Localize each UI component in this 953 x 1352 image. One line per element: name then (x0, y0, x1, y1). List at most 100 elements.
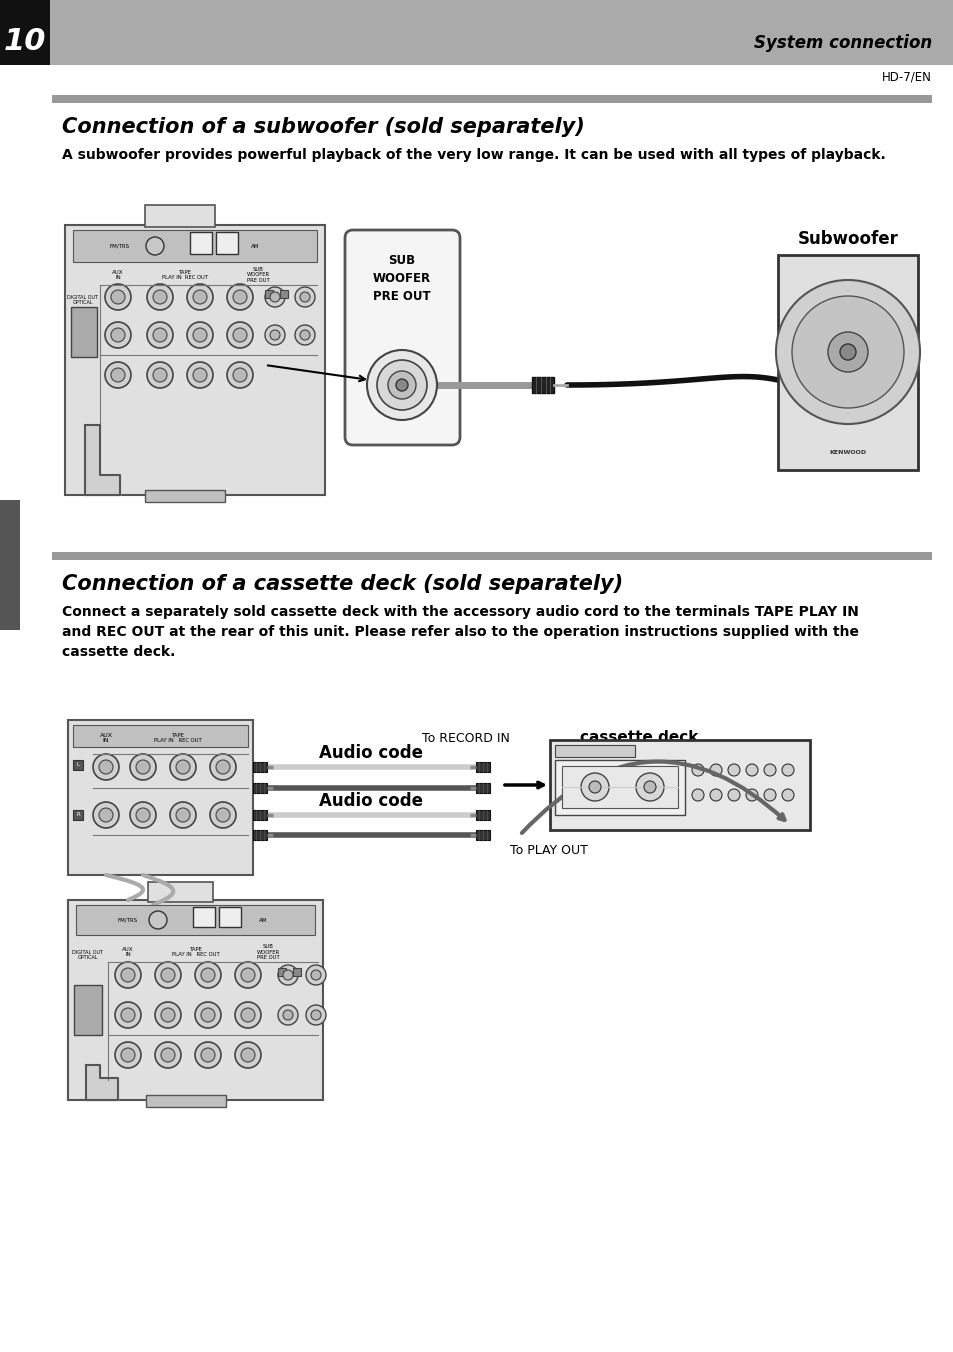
Bar (253, 830, 267, 840)
Bar (190, 233, 212, 254)
Bar (555, 760, 684, 815)
Circle shape (283, 969, 293, 980)
Circle shape (580, 773, 608, 800)
Text: AM: AM (258, 918, 267, 922)
Circle shape (201, 968, 214, 982)
Text: To PLAY OUT: To PLAY OUT (510, 844, 587, 857)
Text: Basic: Basic (4, 546, 16, 584)
Bar (219, 907, 241, 927)
Circle shape (115, 1042, 141, 1068)
Circle shape (241, 1009, 254, 1022)
Bar (74, 986, 102, 1036)
Circle shape (147, 322, 172, 347)
Bar (265, 289, 273, 297)
Circle shape (111, 368, 125, 383)
Circle shape (154, 963, 181, 988)
Text: TAPE
PLAY IN   REC OUT: TAPE PLAY IN REC OUT (172, 946, 219, 957)
Circle shape (234, 963, 261, 988)
Circle shape (194, 963, 221, 988)
Circle shape (170, 802, 195, 827)
Text: AUX
IN: AUX IN (112, 270, 124, 280)
Circle shape (727, 764, 740, 776)
Circle shape (161, 968, 174, 982)
Circle shape (227, 284, 253, 310)
Bar (0, 500, 20, 630)
FancyBboxPatch shape (345, 230, 459, 445)
Circle shape (130, 754, 156, 780)
Circle shape (105, 362, 131, 388)
Circle shape (709, 790, 721, 800)
Circle shape (111, 289, 125, 304)
Text: Audio code: Audio code (318, 792, 422, 810)
Circle shape (745, 764, 758, 776)
Circle shape (99, 760, 112, 773)
Bar (253, 763, 267, 772)
Bar (68, 721, 253, 875)
Circle shape (311, 969, 320, 980)
Text: FM/TRS: FM/TRS (110, 243, 130, 249)
Text: System connection: System connection (753, 34, 931, 51)
Circle shape (105, 322, 131, 347)
Text: AUX
IN: AUX IN (122, 946, 133, 957)
Bar (52, 95, 931, 103)
Circle shape (367, 350, 436, 420)
Polygon shape (85, 425, 120, 495)
Bar (476, 830, 490, 840)
Circle shape (121, 1048, 135, 1063)
Circle shape (215, 808, 230, 822)
Text: Subwoofer: Subwoofer (797, 230, 898, 247)
Circle shape (376, 360, 427, 410)
Text: To RECORD IN: To RECORD IN (421, 731, 510, 745)
Circle shape (306, 965, 326, 986)
Bar (0, 0, 50, 65)
Text: Connection of a subwoofer (sold separately): Connection of a subwoofer (sold separate… (62, 118, 584, 137)
Bar (71, 307, 97, 357)
Circle shape (265, 287, 285, 307)
Bar (68, 900, 323, 1101)
Bar (145, 489, 225, 502)
Circle shape (727, 790, 740, 800)
Text: AUX
IN: AUX IN (99, 733, 112, 744)
Circle shape (233, 329, 247, 342)
Circle shape (146, 237, 164, 256)
Circle shape (175, 808, 190, 822)
Circle shape (745, 790, 758, 800)
Bar (0, 0, 953, 65)
Circle shape (147, 284, 172, 310)
Circle shape (92, 754, 119, 780)
Circle shape (791, 296, 903, 408)
Circle shape (161, 1048, 174, 1063)
Bar (73, 230, 316, 262)
Circle shape (121, 1009, 135, 1022)
Bar (778, 256, 917, 470)
Circle shape (227, 362, 253, 388)
Text: 10: 10 (4, 27, 46, 57)
Circle shape (233, 368, 247, 383)
Circle shape (299, 292, 310, 301)
Circle shape (187, 322, 213, 347)
Circle shape (121, 968, 135, 982)
Circle shape (154, 1002, 181, 1028)
Text: Connection of a cassette deck (sold separately): Connection of a cassette deck (sold sepa… (62, 575, 622, 594)
Circle shape (294, 287, 314, 307)
Text: cassette deck: cassette deck (579, 730, 698, 745)
Text: TAPE
PLAY IN  REC OUT: TAPE PLAY IN REC OUT (162, 270, 208, 280)
Bar (73, 810, 83, 821)
Circle shape (115, 963, 141, 988)
Circle shape (643, 781, 656, 794)
Circle shape (201, 1009, 214, 1022)
Circle shape (136, 760, 150, 773)
Text: Audio code: Audio code (318, 744, 422, 763)
Circle shape (227, 322, 253, 347)
Circle shape (210, 754, 235, 780)
Text: cassette deck.: cassette deck. (62, 645, 175, 658)
Circle shape (92, 802, 119, 827)
Circle shape (781, 790, 793, 800)
Bar (253, 810, 267, 821)
Circle shape (152, 289, 167, 304)
Circle shape (234, 1002, 261, 1028)
Circle shape (105, 284, 131, 310)
Bar (215, 233, 237, 254)
Circle shape (763, 764, 775, 776)
Text: DIGITAL OUT
OPTICAL: DIGITAL OUT OPTICAL (72, 950, 103, 960)
